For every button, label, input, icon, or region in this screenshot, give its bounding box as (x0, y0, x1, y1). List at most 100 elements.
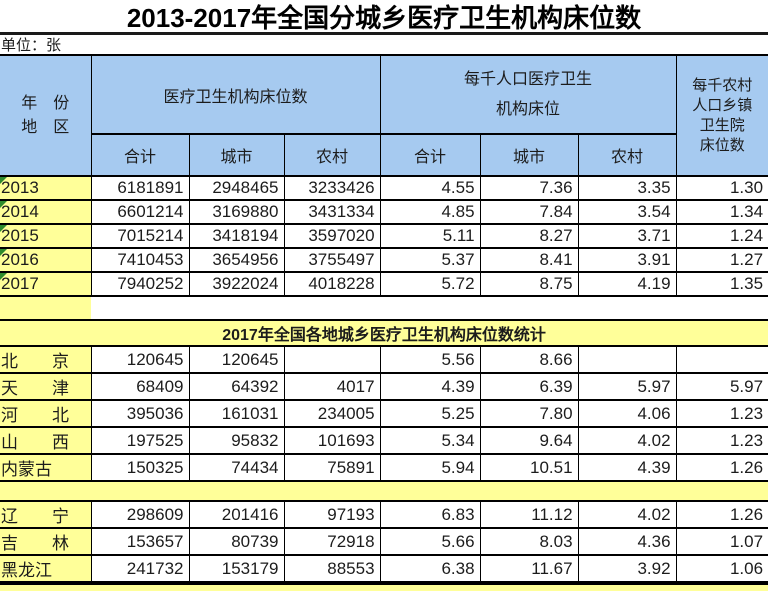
row-label-cell[interactable]: 内蒙古 (0, 453, 92, 482)
row-label-cell[interactable]: 2015 (0, 223, 92, 249)
row-label-cell[interactable]: 2014 (0, 199, 92, 225)
data-cell[interactable]: 5.37 (379, 247, 481, 273)
data-cell[interactable]: 120645 (90, 345, 190, 374)
data-cell[interactable]: 11.67 (479, 554, 579, 583)
data-cell[interactable]: 97193 (283, 500, 381, 529)
row-label-cell[interactable]: 辽 宁 (0, 500, 92, 529)
data-cell[interactable]: 5.94 (379, 453, 481, 482)
empty-label-cell[interactable] (0, 295, 91, 321)
data-cell[interactable]: 1.23 (675, 399, 768, 428)
data-cell[interactable]: 80739 (188, 527, 285, 556)
data-cell[interactable]: 1.27 (675, 247, 768, 273)
data-cell[interactable]: 8.27 (479, 223, 579, 249)
group-header-beds[interactable]: 医疗卫生机构床位数 (90, 54, 381, 135)
sub-header-urban-beds[interactable]: 城市 (188, 133, 285, 177)
data-cell[interactable]: 4.02 (577, 500, 677, 529)
data-cell[interactable]: 7.80 (479, 399, 579, 428)
data-cell[interactable]: 150325 (90, 453, 190, 482)
row-label-cell[interactable]: 2016 (0, 247, 92, 273)
data-cell[interactable]: 64392 (188, 372, 285, 401)
data-cell[interactable]: 8.03 (479, 527, 579, 556)
data-cell[interactable]: 11.12 (479, 500, 579, 529)
data-cell[interactable]: 7.84 (479, 199, 579, 225)
data-cell[interactable]: 3431334 (283, 199, 381, 225)
data-cell[interactable]: 234005 (283, 399, 381, 428)
row-label-cell[interactable]: 北 京 (0, 345, 92, 374)
data-cell[interactable] (675, 345, 768, 374)
row-label-cell[interactable]: 2017 (0, 271, 92, 297)
data-cell[interactable]: 8.66 (479, 345, 579, 374)
data-cell[interactable]: 7015214 (90, 223, 190, 249)
data-cell[interactable]: 4.36 (577, 527, 677, 556)
data-cell[interactable]: 1.35 (675, 271, 768, 297)
corner-header-cell[interactable]: 年 份 地 区 (0, 54, 92, 177)
row-label-cell[interactable]: 河 北 (0, 399, 92, 428)
data-cell[interactable]: 5.25 (379, 399, 481, 428)
data-cell[interactable]: 4.39 (577, 453, 677, 482)
data-cell[interactable]: 4.55 (379, 175, 481, 201)
sub-header-total-per1000[interactable]: 合计 (379, 133, 481, 177)
data-cell[interactable]: 5.34 (379, 426, 481, 455)
row-label-cell[interactable]: 吉 林 (0, 527, 92, 556)
data-cell[interactable]: 95832 (188, 426, 285, 455)
data-cell[interactable]: 8.41 (479, 247, 579, 273)
data-cell[interactable]: 201416 (188, 500, 285, 529)
data-cell[interactable]: 9.64 (479, 426, 579, 455)
data-cell[interactable] (283, 345, 381, 374)
data-cell[interactable]: 3755497 (283, 247, 381, 273)
data-cell[interactable]: 298609 (90, 500, 190, 529)
header-township-beds[interactable]: 每千农村 人口乡镇 卫生院 床位数 (675, 54, 768, 177)
data-cell[interactable]: 72918 (283, 527, 381, 556)
row-label-cell[interactable]: 黑龙江 (0, 554, 92, 583)
data-cell[interactable]: 1.23 (675, 426, 768, 455)
data-cell[interactable]: 6601214 (90, 199, 190, 225)
data-cell[interactable]: 5.97 (577, 372, 677, 401)
data-cell[interactable]: 3.54 (577, 199, 677, 225)
data-cell[interactable]: 5.97 (675, 372, 768, 401)
data-cell[interactable] (577, 345, 677, 374)
row-label-cell[interactable]: 天 津 (0, 372, 92, 401)
data-cell[interactable]: 153179 (188, 554, 285, 583)
data-cell[interactable]: 4018228 (283, 271, 381, 297)
data-cell[interactable]: 161031 (188, 399, 285, 428)
sub-header-rural-per1000[interactable]: 农村 (577, 133, 677, 177)
data-cell[interactable]: 74434 (188, 453, 285, 482)
data-cell[interactable]: 241732 (90, 554, 190, 583)
group-header-per1000[interactable]: 每千人口医疗卫生 机构床位 (379, 54, 677, 135)
separator-cell[interactable] (0, 480, 768, 502)
data-cell[interactable]: 5.72 (379, 271, 481, 297)
data-cell[interactable]: 3.35 (577, 175, 677, 201)
data-cell[interactable]: 1.26 (675, 453, 768, 482)
data-cell[interactable]: 7.36 (479, 175, 579, 201)
row-label-cell[interactable]: 2013 (0, 175, 92, 201)
data-cell[interactable]: 3169880 (188, 199, 285, 225)
data-cell[interactable]: 4.06 (577, 399, 677, 428)
data-cell[interactable]: 1.26 (675, 500, 768, 529)
data-cell[interactable]: 4.02 (577, 426, 677, 455)
data-cell[interactable]: 3.71 (577, 223, 677, 249)
data-cell[interactable]: 7940252 (90, 271, 190, 297)
data-cell[interactable]: 1.34 (675, 199, 768, 225)
data-cell[interactable]: 2948465 (188, 175, 285, 201)
data-cell[interactable]: 6.83 (379, 500, 481, 529)
sub-header-rural-beds[interactable]: 农村 (283, 133, 381, 177)
row-label-cell[interactable]: 山 西 (0, 426, 92, 455)
data-cell[interactable]: 88553 (283, 554, 381, 583)
data-cell[interactable]: 5.56 (379, 345, 481, 374)
data-cell[interactable]: 68409 (90, 372, 190, 401)
data-cell[interactable]: 5.66 (379, 527, 481, 556)
data-cell[interactable]: 3233426 (283, 175, 381, 201)
sub-header-urban-per1000[interactable]: 城市 (479, 133, 579, 177)
data-cell[interactable]: 1.06 (675, 554, 768, 583)
data-cell[interactable]: 10.51 (479, 453, 579, 482)
data-cell[interactable]: 3418194 (188, 223, 285, 249)
data-cell[interactable]: 120645 (188, 345, 285, 374)
data-cell[interactable]: 5.11 (379, 223, 481, 249)
data-cell[interactable]: 6.38 (379, 554, 481, 583)
data-cell[interactable]: 3654956 (188, 247, 285, 273)
data-cell[interactable]: 3922024 (188, 271, 285, 297)
data-cell[interactable]: 101693 (283, 426, 381, 455)
data-cell[interactable]: 1.30 (675, 175, 768, 201)
section2-title-cell[interactable]: 2017年全国各地城乡医疗卫生机构床位数统计 (0, 319, 768, 347)
data-cell[interactable]: 6181891 (90, 175, 190, 201)
